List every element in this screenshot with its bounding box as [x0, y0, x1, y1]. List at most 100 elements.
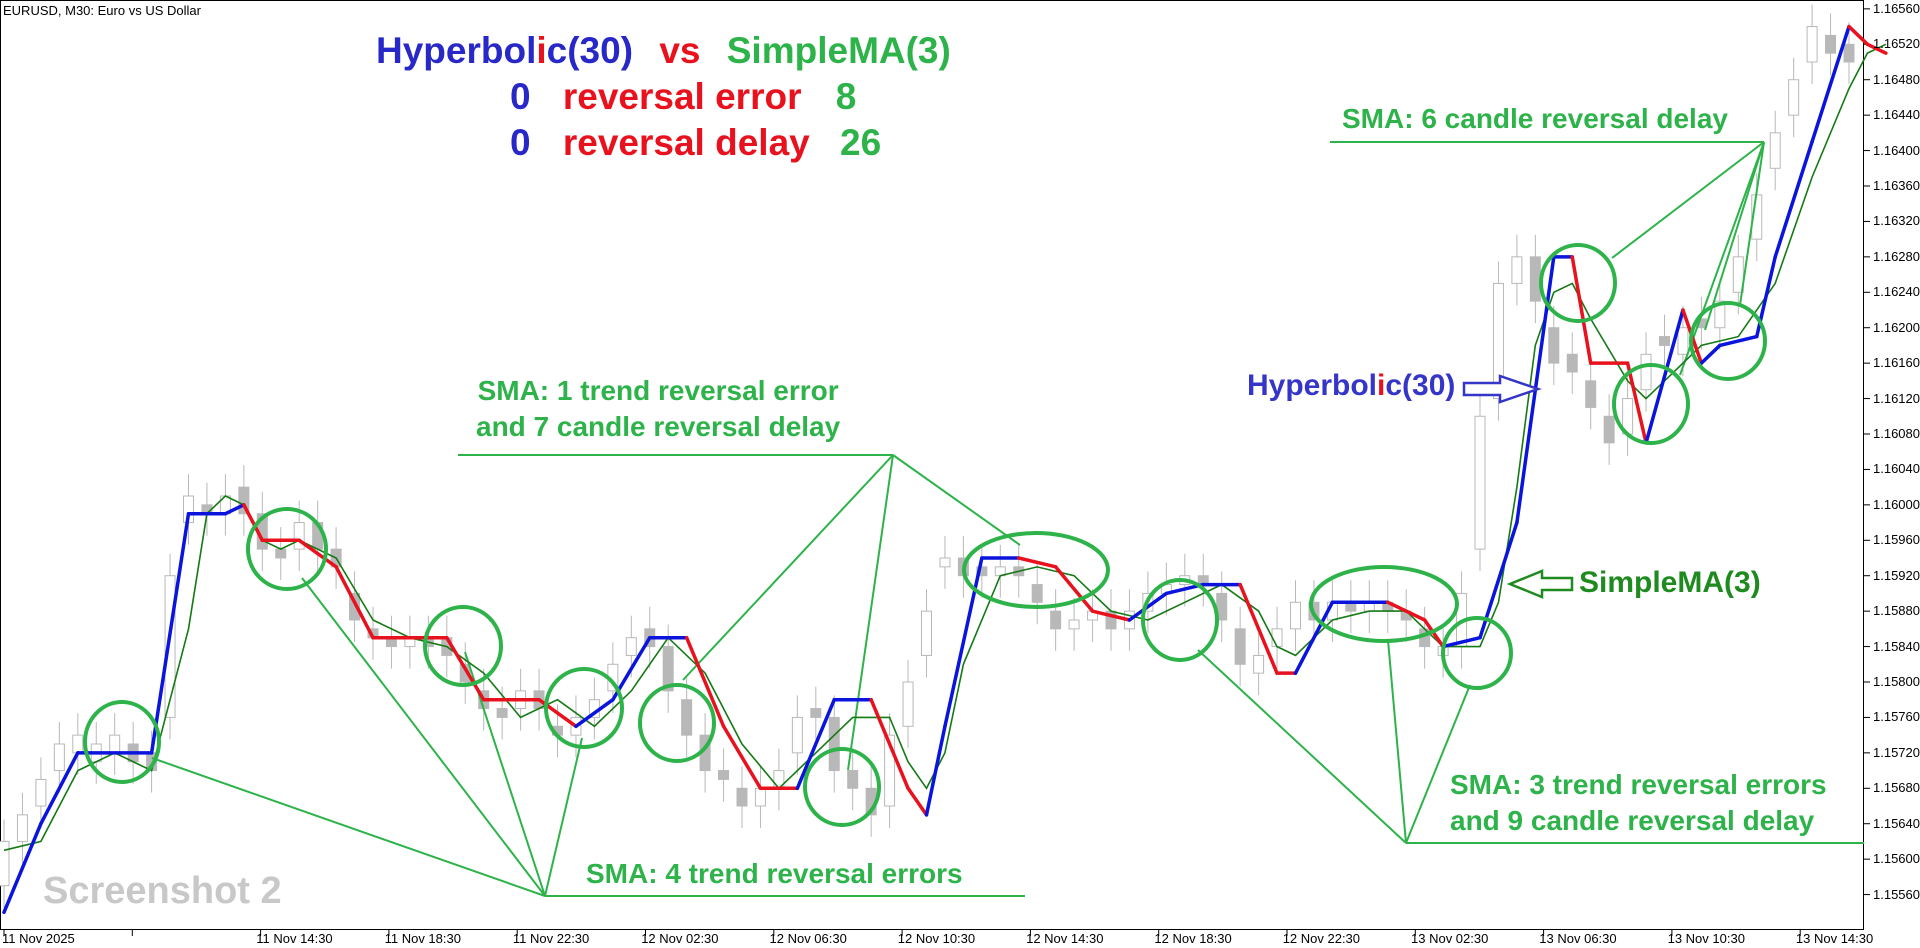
headline-sma-errors: 8: [835, 76, 857, 117]
y-tick-label-13: 1.16040: [1873, 461, 1920, 477]
annotation-pointer-a2d: [544, 737, 583, 897]
annotation-pointer-a1a: [682, 454, 894, 681]
annotation-pointer-a4d: [1739, 141, 1765, 306]
hyperbolic-segment-41: [1441, 635, 1482, 649]
annotation-pointer-a2a: [151, 757, 546, 897]
x-tick-label-11: 13 Nov 06:30: [1539, 931, 1617, 946]
candle-body-82: [1511, 256, 1523, 284]
screenshot-watermark: Screenshot 2: [43, 870, 282, 912]
hyperbolic-segment-4: [149, 511, 191, 755]
y-tick-label-5: 1.16360: [1873, 178, 1920, 193]
hyperbolic-segment-7: [242, 503, 265, 543]
x-tick-label-5: 12 Nov 06:30: [769, 931, 847, 946]
plot-area: [0, 0, 1864, 930]
x-tick-label-10: 13 Nov 02:30: [1411, 931, 1489, 946]
hyperbolic-segment-45: [1570, 255, 1593, 365]
hyperbolic-segment-53: [1773, 139, 1814, 259]
y-tick-label-18: 1.15840: [1873, 638, 1920, 654]
headline-hyp-a: Hyperbol: [376, 30, 537, 71]
hyp-label-a: Hyperbol: [1247, 369, 1378, 402]
headline-line2: 0 reversal error 8: [510, 76, 856, 118]
x-tick-label-9: 12 Nov 22:30: [1282, 931, 1361, 946]
y-tick-label-21: 1.15720: [1873, 744, 1920, 760]
y-tick-label-6: 1.16320: [1873, 213, 1920, 229]
candle-body-84: [1548, 327, 1560, 364]
headline-vs: vs: [659, 30, 701, 71]
candle-body-13: [238, 486, 250, 515]
candle-body-49: [902, 681, 914, 727]
hyperbolic-segment-34: [1238, 582, 1261, 631]
highlight-circle-8: [1141, 578, 1219, 662]
y-tick-label-16: 1.15920: [1873, 567, 1920, 583]
highlight-circle-1: [83, 700, 161, 784]
headline-line1: Hyperbolic(30) vs SimpleMA(3): [376, 30, 951, 72]
x-tick-label-4: 12 Nov 02:30: [641, 931, 719, 946]
candle-body-16: [293, 522, 305, 550]
candle-body-70: [1290, 601, 1301, 630]
candle-body-96: [1769, 132, 1781, 169]
x-tick-label-1: 11 Nov 14:30: [256, 931, 333, 946]
highlight-circle-13: [1689, 301, 1767, 381]
candle-body-81: [1492, 282, 1504, 400]
candle-body-67: [1234, 628, 1246, 665]
y-tick-label-7: 1.16280: [1873, 248, 1920, 264]
candle-body-53: [976, 566, 988, 577]
highlight-circle-5: [638, 683, 716, 763]
candle-body-97: [1788, 79, 1800, 116]
hyperbolic-segment-35: [1256, 627, 1279, 675]
y-tick-label-17: 1.15880: [1873, 603, 1920, 619]
y-tick-label-1: 1.16520: [1873, 36, 1920, 52]
y-tick-label-19: 1.15800: [1873, 674, 1920, 689]
hyperbolic-segment-28: [1017, 556, 1058, 569]
highlight-circle-6: [803, 747, 881, 827]
candle-body-46: [847, 770, 859, 789]
y-tick-label-24: 1.15600: [1873, 851, 1920, 867]
y-tick-label-22: 1.15680: [1873, 780, 1920, 796]
hyp-arrow-icon: [1462, 374, 1542, 404]
annotation-a3-line2: and 9 candle reversal delay: [1450, 805, 1815, 836]
candle-body-34: [625, 637, 637, 656]
hyperbolic-segment-26: [943, 556, 984, 729]
hyperbolic-segment-6: [223, 503, 246, 516]
hyp-label: Hyperbolic(30): [1247, 369, 1455, 403]
candle-body-100: [1843, 43, 1855, 63]
symbol-caption: EURUSD, M30: Euro vs US Dollar: [3, 3, 201, 18]
candle-body-1: [16, 814, 28, 842]
highlight-circle-10: [1441, 616, 1513, 690]
hyp-label-b: c(30): [1385, 369, 1456, 402]
x-tick-label-8: 12 Nov 18:30: [1154, 931, 1232, 946]
y-tick-label-9: 1.16200: [1873, 319, 1920, 335]
y-tick-label-11: 1.16120: [1873, 390, 1920, 406]
annotation-a2: SMA: 4 trend reversal errors: [586, 858, 963, 889]
candle-body-91: [1677, 327, 1689, 355]
hyperbolic-segment-19: [721, 724, 763, 791]
x-tick-label-6: 12 Nov 10:30: [897, 931, 976, 946]
annotation-pointer-a3a: [1197, 649, 1407, 844]
hyperbolic-segment-23: [869, 697, 910, 791]
candle-body-86: [1585, 380, 1597, 408]
x-tick-label-2: 11 Nov 18:30: [384, 931, 461, 946]
hyperbolic-segment-9: [297, 538, 338, 569]
x-tick-label-12: 13 Nov 10:30: [1667, 931, 1745, 946]
label-arrows: [1462, 374, 1574, 599]
x-tick-label-0: 11 Nov 2025: [2, 931, 75, 946]
candle-body-93: [1714, 300, 1726, 329]
y-tick-label-8: 1.16240: [1873, 284, 1920, 300]
candle-body-83: [1529, 256, 1541, 302]
candle-body-19: [349, 592, 361, 621]
candle-body-50: [921, 610, 932, 656]
sma-arrow-icon: [1506, 569, 1574, 599]
hyperbolic-segment-15: [574, 697, 615, 729]
y-tick-label-2: 1.16480: [1873, 71, 1920, 87]
highlight-circle-11: [1539, 243, 1617, 323]
y-tick-label-4: 1.16400: [1873, 142, 1920, 158]
hyperbolic-segment-40: [1422, 618, 1445, 649]
candle-body-98: [1806, 26, 1818, 63]
annotation-pointer-a4b: [1679, 141, 1765, 376]
candle-body-48: [884, 734, 896, 807]
candle-body-36: [662, 646, 674, 692]
candle-body-4: [72, 734, 84, 754]
hyperbolic-segment-2: [39, 751, 80, 826]
candle-body-37: [681, 699, 693, 736]
